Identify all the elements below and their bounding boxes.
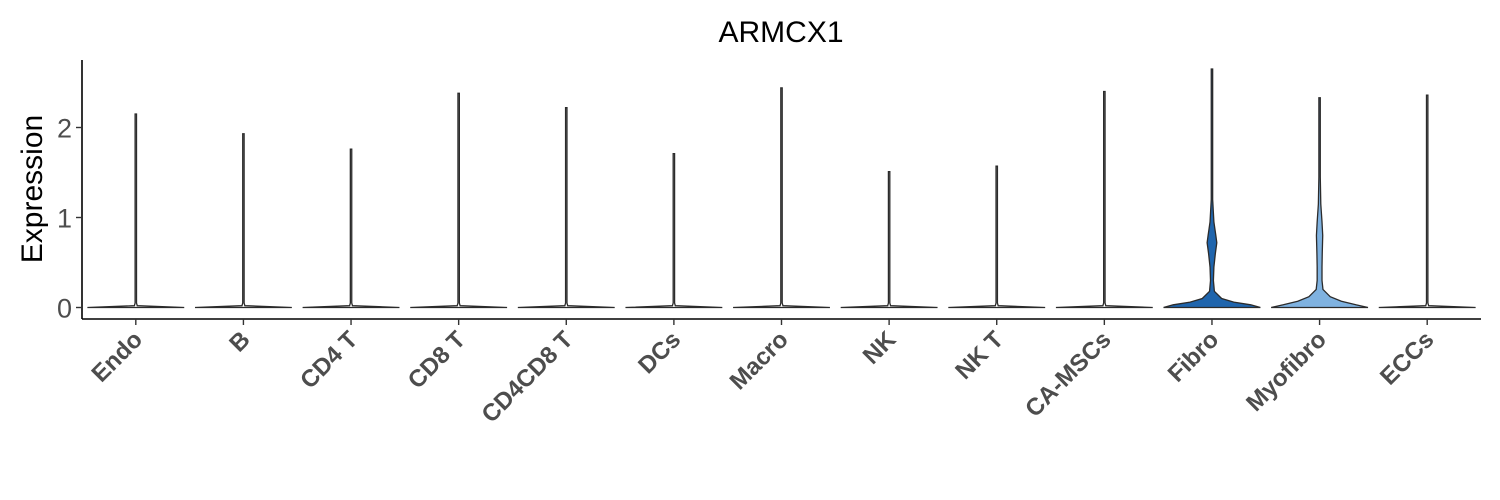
y-tick-label: 0 xyxy=(57,294,72,324)
violin-fibro xyxy=(1163,68,1261,309)
violin-cd8-t xyxy=(410,92,508,309)
violin-macro xyxy=(733,87,830,309)
violin-ca-mscs xyxy=(1055,90,1153,309)
violin-nk-t xyxy=(948,165,1046,309)
y-tick-label: 2 xyxy=(57,114,72,144)
x-tick-label: CD4 T xyxy=(295,326,363,394)
violin-cd4-t xyxy=(302,148,400,309)
x-tick-label: B xyxy=(224,326,255,357)
chart-title: ARMCX1 xyxy=(718,16,843,49)
x-tick-label: CD8 T xyxy=(403,326,471,394)
violin-group xyxy=(87,68,1476,309)
x-tick-label: NK xyxy=(858,326,902,370)
violin-nk xyxy=(840,170,938,309)
x-tick-label: Endo xyxy=(87,326,149,388)
x-tick-label: Myofibro xyxy=(1241,326,1332,417)
violin-b xyxy=(194,133,292,309)
y-tick-label: 1 xyxy=(57,204,72,234)
x-tick-label: CA-MSCs xyxy=(1020,326,1116,422)
x-tick-label: Macro xyxy=(725,326,794,395)
violin-cd4cd8-t xyxy=(517,107,615,309)
violin-dcs xyxy=(625,152,723,309)
x-tick-label: ECCs xyxy=(1375,326,1439,390)
violin-endo xyxy=(87,113,185,309)
x-ticks: Endo B CD4 T CD8 T CD4CD8 T DCs Macro NK NK T CA-… xyxy=(87,319,1439,428)
x-tick-label: Fibro xyxy=(1163,326,1225,388)
violin-myofibro xyxy=(1271,97,1369,309)
x-tick-label: DCs xyxy=(633,326,686,379)
violin-eccs xyxy=(1378,94,1476,309)
y-axis-label: Expression xyxy=(16,115,49,263)
x-tick-label: CD4CD8 T xyxy=(476,326,578,428)
y-ticks: 0 1 2 xyxy=(57,114,82,324)
x-tick-label: NK T xyxy=(950,326,1009,385)
